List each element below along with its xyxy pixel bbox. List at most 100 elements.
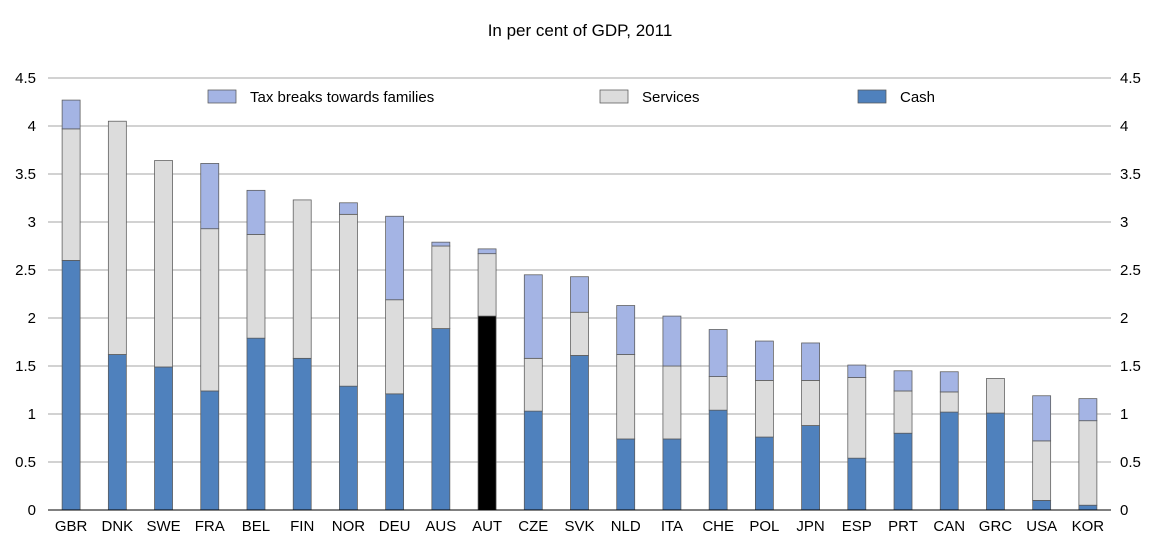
y-tick-label-right: 4 [1120, 118, 1128, 135]
chart-title: In per cent of GDP, 2011 [488, 21, 673, 40]
bar-cash-che [708, 409, 728, 511]
y-tick-label-left: 2 [28, 310, 36, 327]
bar-services-nor [339, 213, 358, 387]
x-tick-label: NOR [332, 518, 366, 534]
y-tick-label-left: 4.5 [15, 70, 36, 87]
x-tick-label: CAN [933, 518, 965, 534]
x-tick-label: JPN [796, 518, 824, 534]
x-tick-label: BEL [242, 518, 270, 534]
legend-swatch [599, 89, 629, 104]
bar-services-aus [431, 245, 451, 329]
x-tick-label: GRC [979, 518, 1013, 534]
bar-cash-aut [477, 315, 497, 511]
y-tick-label-right: 1.5 [1120, 358, 1141, 375]
x-tick-label: PRT [888, 518, 918, 534]
bar-cash-jpn [801, 425, 820, 511]
bar-cash-ita [662, 438, 682, 511]
x-tick-label: SVK [564, 518, 594, 534]
x-tick-label: POL [749, 518, 779, 534]
bar-services-aut [477, 253, 497, 317]
legend-swatch [857, 89, 887, 104]
bar-services-kor [1078, 420, 1098, 506]
bar-cash-esp [847, 457, 867, 511]
bar-services-bel [246, 234, 266, 339]
y-tick-label-left: 4 [28, 118, 36, 135]
bar-cash-nld [616, 438, 636, 511]
x-tick-label: FIN [290, 518, 314, 534]
x-tick-label: NLD [611, 518, 641, 534]
bar-cash-fin [292, 357, 312, 511]
legend: Tax breaks towards families Services Cash [207, 89, 935, 106]
bar-cash-usa [1032, 500, 1052, 511]
bar-services-swe [154, 160, 173, 368]
bar-cash-deu [385, 393, 405, 511]
bar-cash-pol [754, 436, 774, 511]
bar-tax-breaks-towards-families-ita [662, 315, 682, 367]
y-tick-label-right: 4.5 [1120, 70, 1141, 87]
x-tick-label: FRA [195, 518, 225, 534]
bar-tax-breaks-towards-families-jpn [801, 342, 820, 381]
y-tick-label-right: 2.5 [1120, 262, 1141, 279]
bar-services-nld [616, 354, 636, 440]
y-tick-label-right: 3.5 [1120, 166, 1141, 183]
bar-tax-breaks-towards-families-fra [200, 163, 220, 230]
bar-cash-fra [200, 390, 220, 511]
bar-services-usa [1032, 440, 1052, 501]
bar-services-fin [292, 199, 312, 359]
y-tick-label-right: 0.5 [1120, 454, 1141, 471]
bar-services-cze [523, 357, 543, 412]
y-tick-label-left: 3 [28, 214, 36, 231]
bar-cash-can [939, 411, 959, 511]
bar-services-svk [570, 311, 589, 356]
y-tick-label-left: 0 [28, 502, 36, 519]
bar-tax-breaks-towards-families-usa [1032, 395, 1052, 442]
bar-tax-breaks-towards-families-prt [893, 370, 913, 392]
bar-services-pol [754, 380, 774, 438]
bar-cash-cze [523, 410, 543, 511]
x-tick-label: DEU [379, 518, 411, 534]
bar-cash-prt [893, 432, 913, 511]
legend-label: Tax breaks towards families [250, 89, 434, 106]
gridlines [48, 77, 1111, 463]
bar-cash-aus [431, 328, 451, 511]
x-tick-label: SWE [146, 518, 180, 534]
x-tick-label: AUS [425, 518, 456, 534]
bar-tax-breaks-towards-families-svk [570, 276, 589, 313]
bar-tax-breaks-towards-families-che [708, 329, 728, 377]
legend-label: Services [642, 89, 700, 106]
bar-cash-grc [986, 412, 1005, 511]
bar-cash-swe [154, 366, 173, 511]
bar-services-dnk [107, 120, 127, 355]
bar-cash-gbr [61, 260, 81, 511]
bar-cash-nor [339, 385, 358, 511]
y-tick-label-left: 1 [28, 406, 36, 423]
bar-cash-kor [1078, 504, 1098, 511]
y-tick-label-left: 0.5 [15, 454, 36, 471]
x-tick-label: USA [1026, 518, 1057, 534]
bars-group [61, 99, 1098, 511]
bar-tax-breaks-towards-families-gbr [61, 99, 81, 130]
legend-swatch [207, 89, 237, 104]
bar-services-deu [385, 299, 405, 395]
bar-tax-breaks-towards-families-esp [847, 364, 867, 378]
bar-services-jpn [801, 380, 820, 426]
bar-tax-breaks-towards-families-cze [523, 274, 543, 359]
y-tick-label-left: 2.5 [15, 262, 36, 279]
bar-tax-breaks-towards-families-aut [477, 248, 497, 255]
x-tick-label: AUT [472, 518, 502, 534]
y-tick-label-right: 3 [1120, 214, 1128, 231]
x-tick-label: GBR [55, 518, 88, 534]
x-tick-label: DNK [101, 518, 133, 534]
x-tick-label: KOR [1072, 518, 1105, 534]
y-tick-label-left: 1.5 [15, 358, 36, 375]
bar-services-fra [200, 228, 220, 392]
y-tick-label-left: 3.5 [15, 166, 36, 183]
y-tick-label-right: 2 [1120, 310, 1128, 327]
bar-services-esp [847, 377, 867, 459]
bar-services-che [708, 376, 728, 411]
x-tick-label: ITA [661, 518, 683, 534]
bar-tax-breaks-towards-families-kor [1078, 398, 1098, 422]
bar-tax-breaks-towards-families-nld [616, 305, 636, 355]
x-tick-label: CZE [518, 518, 548, 534]
